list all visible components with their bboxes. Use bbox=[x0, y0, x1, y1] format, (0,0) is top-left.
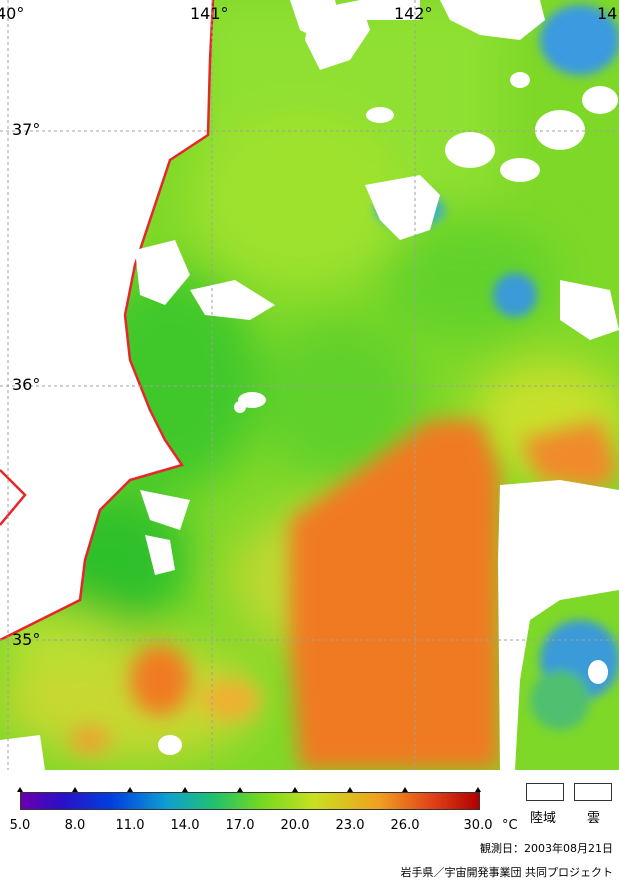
temperature-colorbar bbox=[20, 792, 480, 810]
land-area bbox=[0, 0, 213, 640]
tick-mark bbox=[17, 787, 23, 792]
tick-mark bbox=[402, 787, 408, 792]
cloud-key-swatch bbox=[574, 783, 612, 801]
sea-surface-temperature-map: 40° 141° 142° 14 37° 36° 35° bbox=[0, 0, 619, 770]
lon-label-143: 14 bbox=[597, 4, 617, 23]
tick-mark bbox=[292, 787, 298, 792]
warm-water-region bbox=[70, 420, 619, 770]
lat-label-37: 37° bbox=[12, 120, 40, 139]
lat-label-36: 36° bbox=[12, 375, 40, 394]
tick-label-23: 23.0 bbox=[335, 818, 365, 833]
tick-label-8: 8.0 bbox=[64, 818, 86, 833]
tick-mark bbox=[127, 787, 133, 792]
credit-text: 岩手県／宇宙開発事業団 共同プロジェクト bbox=[400, 866, 614, 879]
lat-label-35: 35° bbox=[12, 630, 40, 649]
tick-mark bbox=[237, 787, 243, 792]
cloud-areas bbox=[0, 0, 619, 770]
tick-label-11: 11.0 bbox=[115, 818, 145, 833]
land-key-label: 陸域 bbox=[530, 811, 557, 826]
legend-panel: 5.0 8.0 11.0 14.0 17.0 20.0 23.0 26.0 30… bbox=[0, 770, 619, 881]
tick-mark bbox=[182, 787, 188, 792]
lon-label-140: 40° bbox=[0, 4, 24, 23]
tick-label-14: 14.0 bbox=[170, 818, 200, 833]
land-key-swatch bbox=[526, 783, 564, 801]
cloud-key-label: 雲 bbox=[587, 811, 601, 826]
tick-mark bbox=[347, 787, 353, 792]
tick-label-5: 5.0 bbox=[9, 818, 31, 833]
coastline-inlet bbox=[0, 469, 27, 526]
coastline bbox=[0, 0, 215, 642]
tick-label-20: 20.0 bbox=[280, 818, 310, 833]
tick-label-30: 30.0 bbox=[463, 818, 493, 833]
tick-mark bbox=[475, 787, 481, 792]
tick-label-26: 26.0 bbox=[390, 818, 420, 833]
graticule bbox=[0, 0, 619, 770]
tick-label-17: 17.0 bbox=[225, 818, 255, 833]
observation-date: 観測日：2003年08月21日 bbox=[480, 842, 613, 855]
lon-label-142: 142° bbox=[394, 4, 433, 23]
tick-mark bbox=[72, 787, 78, 792]
unit-label: °C bbox=[502, 818, 518, 833]
lon-label-141: 141° bbox=[190, 4, 229, 23]
